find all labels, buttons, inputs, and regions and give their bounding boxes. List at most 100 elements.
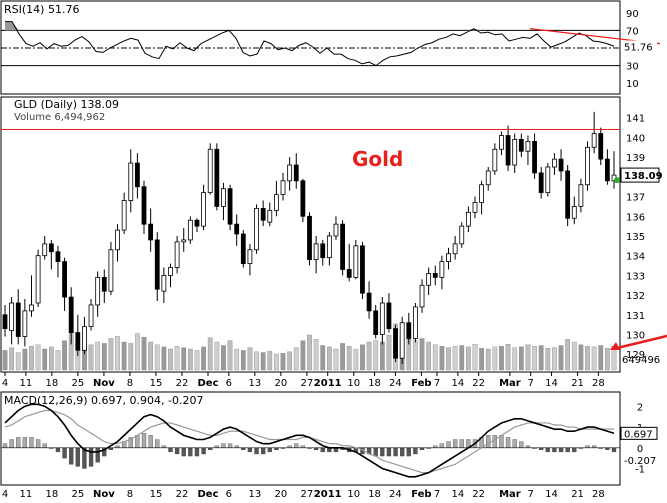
x-tick-label: 25 [72, 378, 85, 389]
volume-bar [591, 346, 597, 371]
x-tick-label: 20 [275, 378, 288, 389]
macd-value-label: 0.697 [624, 429, 653, 440]
price-overlay: 138.09 [1, 129, 663, 184]
macd-histogram-bar [221, 443, 226, 448]
candle-up [313, 243, 319, 261]
x-tick-label: 24 [389, 378, 402, 389]
candle-up [207, 148, 213, 194]
volume-bar [148, 341, 153, 371]
candle-up [22, 310, 28, 337]
x-tick-label-bottom: 18 [45, 489, 58, 500]
candle-up [35, 255, 41, 304]
volume-bar [333, 348, 339, 371]
x-tick-label: 2011 [314, 378, 342, 389]
candle-down [227, 188, 233, 225]
volume-bar [135, 333, 140, 371]
volume-bar [518, 346, 524, 371]
candle-up [161, 275, 167, 292]
volume-bar [9, 347, 14, 371]
macd-histogram-bar [29, 437, 34, 448]
x-tick-label-bottom: 28 [592, 489, 605, 500]
volume-bar [565, 339, 571, 371]
price-tick-label: 140 [626, 133, 645, 144]
macd-histogram-bar [274, 447, 279, 451]
candle-up [95, 276, 101, 306]
x-tick-label-bottom: 13 [248, 489, 261, 500]
macd-histogram-bar [9, 439, 14, 448]
candle-down [538, 172, 544, 194]
x-tick-label-bottom: 24 [389, 489, 402, 500]
candle-up [413, 306, 418, 339]
volume-bar [479, 348, 484, 371]
volume-bar [373, 340, 379, 371]
volume-bar [194, 350, 200, 371]
macd-tick-label: 2 [637, 402, 643, 413]
x-tick-label-bottom: 18 [368, 489, 381, 500]
candle-up [479, 184, 485, 203]
volume-bar [254, 351, 259, 371]
volume-trend-arrow [616, 334, 667, 350]
candle-up [499, 135, 504, 150]
rsi-line [5, 21, 615, 67]
candle-down [260, 207, 266, 221]
candle-up [168, 267, 173, 276]
macd-histogram-bar [16, 437, 21, 448]
candle-up [174, 241, 180, 268]
candle-up [426, 273, 432, 286]
x-tick-label: 21 [571, 378, 584, 389]
volume-bar [492, 346, 498, 371]
volume-bar [340, 343, 345, 371]
macd-histogram-bar [433, 445, 438, 448]
volume-bar [2, 350, 8, 371]
candle-up [585, 146, 590, 186]
candle-down [565, 170, 571, 219]
candle-down [141, 186, 147, 225]
macd-histogram-bar [452, 439, 458, 448]
x-tick-label-bottom: 2011 [314, 489, 342, 500]
x-tick-label-bottom: 6 [226, 489, 232, 500]
x-tick-label-bottom: 14 [451, 489, 464, 500]
macd-tick-label: 0 [637, 444, 643, 455]
x-tick-label: 7 [528, 378, 534, 389]
macd-histogram-bar [439, 443, 445, 448]
candle-up [333, 223, 339, 237]
candle-up [115, 229, 120, 251]
candle-down [393, 328, 398, 359]
macd-title: MACD(12,26,9) 0.697, 0.904, -0.207 [4, 394, 203, 407]
volume-bar [187, 348, 193, 371]
macd-histogram-bar [492, 435, 497, 448]
candle-down [55, 251, 61, 263]
volume-bar [42, 348, 48, 371]
macd-histogram-bar [393, 447, 398, 457]
macd-histogram-bar [287, 445, 292, 448]
candle-down [2, 314, 8, 330]
macd-histogram-bar [168, 447, 173, 453]
volume-bar [459, 345, 465, 371]
volume-bar [379, 341, 385, 371]
candle-down [214, 148, 220, 207]
volume-bar [446, 347, 451, 371]
volume-bar [466, 346, 471, 371]
macd-histogram-bar [419, 447, 425, 451]
price-tick-label: 141 [626, 114, 645, 125]
volume-bar [181, 347, 187, 371]
x-tick-label: Mar [499, 378, 521, 389]
candle-down [373, 310, 379, 335]
candle-down [518, 139, 524, 152]
volume-bar [221, 345, 226, 371]
candle-up [525, 140, 531, 152]
candle-up [247, 249, 253, 264]
volume-bar [62, 340, 67, 371]
macd-histogram-bar [373, 447, 378, 457]
volume-bar [439, 346, 445, 371]
candle-up [287, 164, 293, 182]
macd-histogram-bar [55, 447, 61, 453]
candle-up [591, 133, 597, 148]
volume-bar [532, 346, 537, 371]
candle-up [254, 207, 259, 251]
macd-histogram-bar [181, 447, 186, 457]
candle-down [598, 133, 604, 160]
candle-up [128, 162, 134, 201]
x-tick-label: 27 [301, 378, 314, 389]
